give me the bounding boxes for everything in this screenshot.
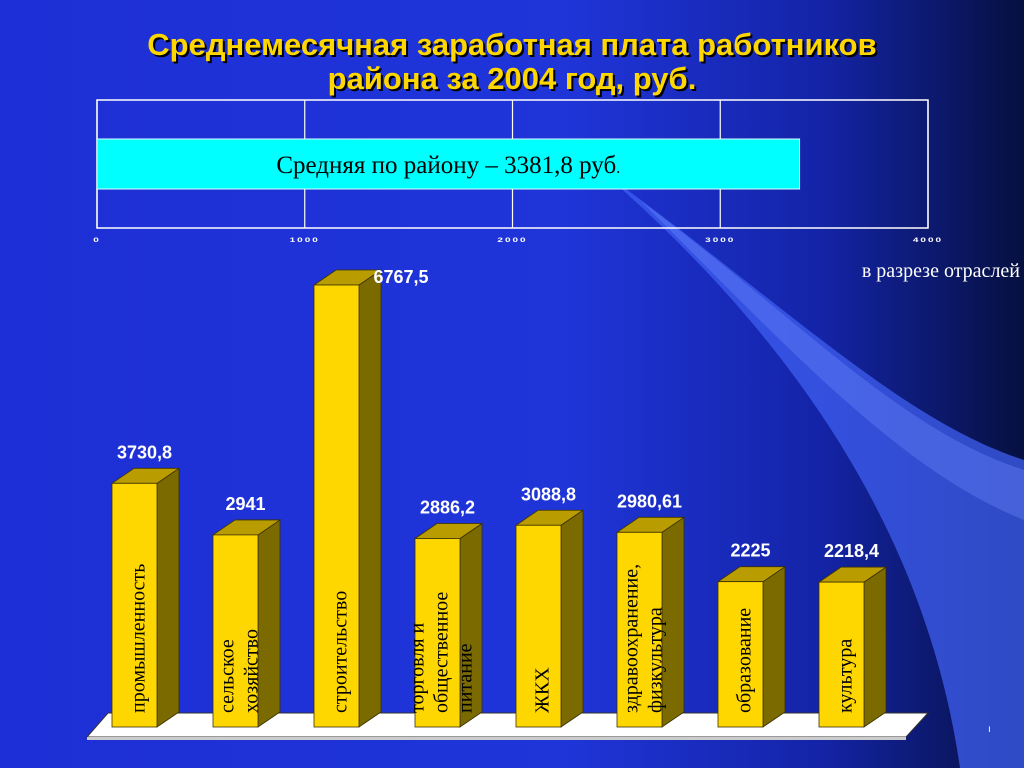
avg-tick-label-3: 3000	[705, 237, 735, 244]
bar-group-1: сельское хозяйство 2941	[211, 494, 282, 728]
bar-category-label-0-0: промышленность	[128, 564, 150, 713]
bar-value-label-7: 2218,4	[824, 541, 879, 561]
bar-side-4	[560, 509, 584, 728]
bar-category-label-2-0: строительство	[330, 591, 352, 713]
bar-value-label-4: 3088,8	[521, 484, 576, 504]
avg-tick-label-0: 0	[93, 237, 101, 244]
title-line-2: района за 2004 год, руб.	[327, 61, 697, 96]
bar-category-label-5-1: физкультура	[645, 607, 667, 713]
bar-side-0	[156, 467, 180, 728]
bar-side-7	[863, 566, 887, 728]
bar-group-0: промышленность 3730,8	[110, 442, 181, 728]
bar-group-3: торговля и общественное питание 2886,2	[407, 497, 484, 728]
bar-value-label-1: 2941	[225, 494, 265, 514]
bar-6	[717, 581, 764, 728]
bar-group-2: строительство 6767,5	[312, 267, 429, 728]
bar-value-label-3: 2886,2	[420, 497, 475, 517]
bar-side-2	[358, 269, 382, 728]
bar-side-6	[762, 565, 786, 728]
bar-5	[616, 531, 663, 728]
decor-swoosh-highlight	[640, 200, 1024, 520]
bar-0	[111, 482, 158, 728]
chart-floor-edge	[87, 737, 906, 740]
bar-value-label-6: 2225	[730, 541, 770, 561]
bar-value-label-5: 2980,61	[617, 491, 682, 511]
bar-group-6: образование 2225	[716, 541, 787, 728]
avg-tick-label-4: 4000	[913, 237, 943, 244]
bar-1	[212, 534, 259, 728]
title-line-1: Среднемесячная заработная плата работник…	[147, 27, 877, 62]
bar-category-label-1-1: хозяйство	[241, 629, 263, 713]
bar-category-label-5-0: здравоохранение,	[621, 564, 643, 713]
avg-bar	[96, 138, 801, 190]
bar-category-label-3-0: торговля и	[407, 622, 429, 713]
bar-4	[515, 524, 562, 728]
avg-bar-label: Средняя по району – 3381,8 руб.	[276, 152, 620, 179]
bar-category-label-4-0: ЖКХ	[532, 667, 554, 713]
bar-value-label-2: 6767,5	[373, 267, 428, 287]
bar-3	[414, 538, 461, 728]
avg-tick-label-1: 1000	[290, 237, 320, 244]
decor-swoosh	[600, 170, 1024, 768]
avg-tick-label-2: 2000	[497, 237, 527, 244]
bar-group-5: здравоохранение, физкультура 2980,61	[615, 491, 686, 728]
bar-category-label-3-1: общественное	[431, 592, 453, 713]
bar-group-7: культура 2218,4	[817, 541, 888, 728]
bar-category-label-3-2: питание	[455, 643, 477, 713]
chart-subtitle: в разрезе отраслей	[861, 260, 1020, 282]
bar-7	[818, 581, 865, 728]
chart-title: Среднемесячная заработная плата работник…	[0, 28, 1024, 96]
bar-category-label-7-0: культура	[835, 639, 857, 713]
bar-2	[313, 284, 360, 728]
bar-category-label-1-0: сельское	[217, 639, 239, 713]
bar-value-label-0: 3730,8	[117, 442, 172, 462]
bar-category-label-6-0: образование	[734, 608, 756, 713]
slide-mark: ı	[988, 724, 991, 735]
bar-group-4: ЖКХ 3088,8	[514, 484, 585, 728]
